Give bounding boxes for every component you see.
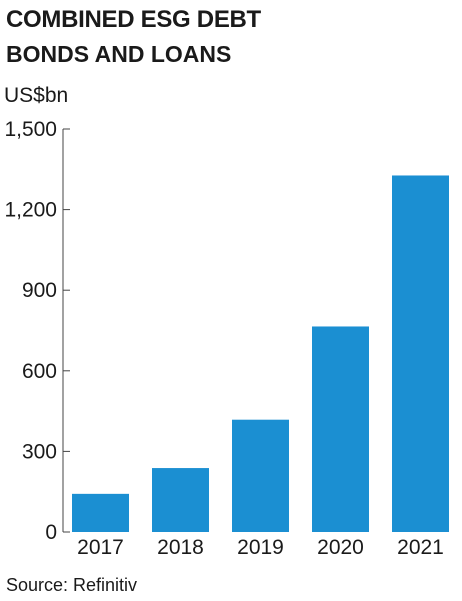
y-tick-label: 900 [22,279,57,302]
bar-2021 [392,175,449,532]
chart-title: COMBINED ESG DEBT [6,6,261,33]
y-tick-label: 1,200 [4,199,57,222]
chart-subtitle: BONDS AND LOANS [6,41,232,67]
bar-series [72,175,449,532]
bar-2019 [232,419,289,532]
bar-2018 [152,468,209,532]
x-tick-label: 2017 [77,536,124,559]
y-axis-unit-label: US$bn [4,84,69,107]
y-tick-label: 0 [45,521,57,544]
x-tick-label: 2021 [397,536,444,559]
x-tick-label: 2020 [317,536,364,559]
bar-2020 [312,326,369,532]
bar-2017 [72,493,129,532]
y-tick-label: 1,500 [4,118,57,141]
y-tick-label: 300 [22,440,57,463]
x-tick-label: 2018 [157,536,204,559]
y-axis: 0 300 600 900 1,200 1,500 [4,118,70,544]
x-tick-label: 2019 [237,536,284,559]
x-axis: 2017 2018 2019 2020 2021 [77,536,444,559]
source-note: Source: Refinitiv [6,575,138,595]
y-tick-label: 600 [22,360,57,383]
